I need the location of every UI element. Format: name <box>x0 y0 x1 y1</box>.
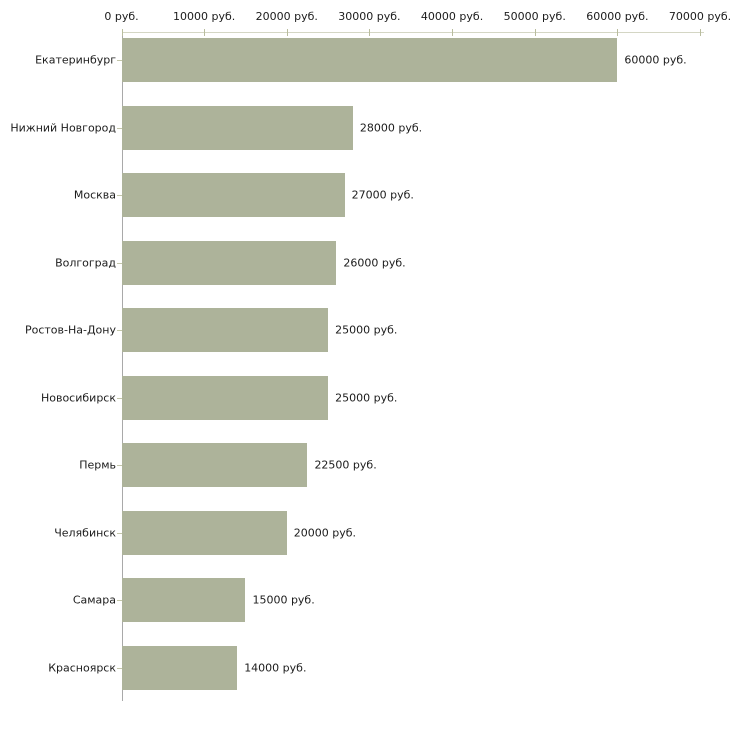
y-axis-tick <box>117 465 122 466</box>
x-axis-tick-label: 60000 руб. <box>586 10 649 23</box>
x-axis-tick-label: 70000 руб. <box>668 10 730 23</box>
bar-value-label: 60000 руб. <box>624 53 687 67</box>
category-label: Ростов-На-Дону <box>24 323 116 337</box>
x-axis-tick-label: 40000 руб. <box>420 10 484 23</box>
x-axis-line <box>121 32 704 33</box>
category-label: Москва <box>73 188 116 202</box>
y-axis-tick <box>117 600 122 601</box>
x-axis-tick <box>204 29 206 36</box>
x-axis-tick <box>534 29 536 36</box>
y-axis-tick <box>117 60 122 61</box>
bar <box>122 578 246 622</box>
y-axis-tick <box>117 667 122 669</box>
category-label: Красноярск <box>48 661 116 674</box>
bar-value-label: 20000 руб. <box>293 526 357 539</box>
x-axis-tick-label: 20000 руб. <box>255 10 318 23</box>
x-axis-tick <box>700 29 701 36</box>
x-axis-tick <box>369 29 371 36</box>
bar-value-label: 15000 руб. <box>252 593 315 607</box>
bar <box>122 38 618 82</box>
y-axis-tick <box>117 330 122 331</box>
category-label: Волгоград <box>55 256 116 269</box>
x-axis-tick <box>617 29 619 36</box>
bar <box>122 173 345 217</box>
category-label: Нижний Новгород <box>10 121 116 134</box>
category-label: Пермь <box>79 458 116 472</box>
x-axis-tick-label: 30000 руб. <box>338 10 401 23</box>
category-label: Екатеринбург <box>35 53 116 67</box>
category-label: Челябинск <box>54 526 116 539</box>
bar <box>122 308 329 352</box>
y-axis-tick <box>117 262 122 264</box>
y-axis-tick <box>117 532 122 534</box>
bar <box>122 443 308 487</box>
x-axis-tick-label: 0 руб. <box>104 10 139 23</box>
category-label: Новосибирск <box>40 391 116 404</box>
y-axis-line <box>121 32 123 701</box>
bar <box>122 510 287 555</box>
bar-value-label: 14000 руб. <box>244 661 307 674</box>
bar-value-label: 26000 руб. <box>343 256 406 269</box>
x-axis-tick <box>121 29 123 36</box>
bar <box>122 105 353 150</box>
x-axis-tick-label: 50000 руб. <box>503 10 566 23</box>
y-axis-tick <box>117 127 122 129</box>
bar <box>122 375 329 420</box>
bar-value-label: 25000 руб. <box>335 391 398 404</box>
bar-value-label: 28000 руб. <box>359 121 423 134</box>
x-axis-tick-label: 10000 руб. <box>173 10 236 23</box>
bar <box>122 645 238 690</box>
y-axis-tick <box>117 397 122 399</box>
bar-value-label: 25000 руб. <box>335 323 398 337</box>
bar <box>122 240 337 285</box>
bar-value-label: 22500 руб. <box>314 458 377 472</box>
bar-value-label: 27000 руб. <box>351 188 414 202</box>
x-axis-tick <box>452 29 454 36</box>
y-axis-tick <box>117 195 122 196</box>
category-label: Самара <box>72 593 116 607</box>
x-axis-tick <box>286 29 288 36</box>
